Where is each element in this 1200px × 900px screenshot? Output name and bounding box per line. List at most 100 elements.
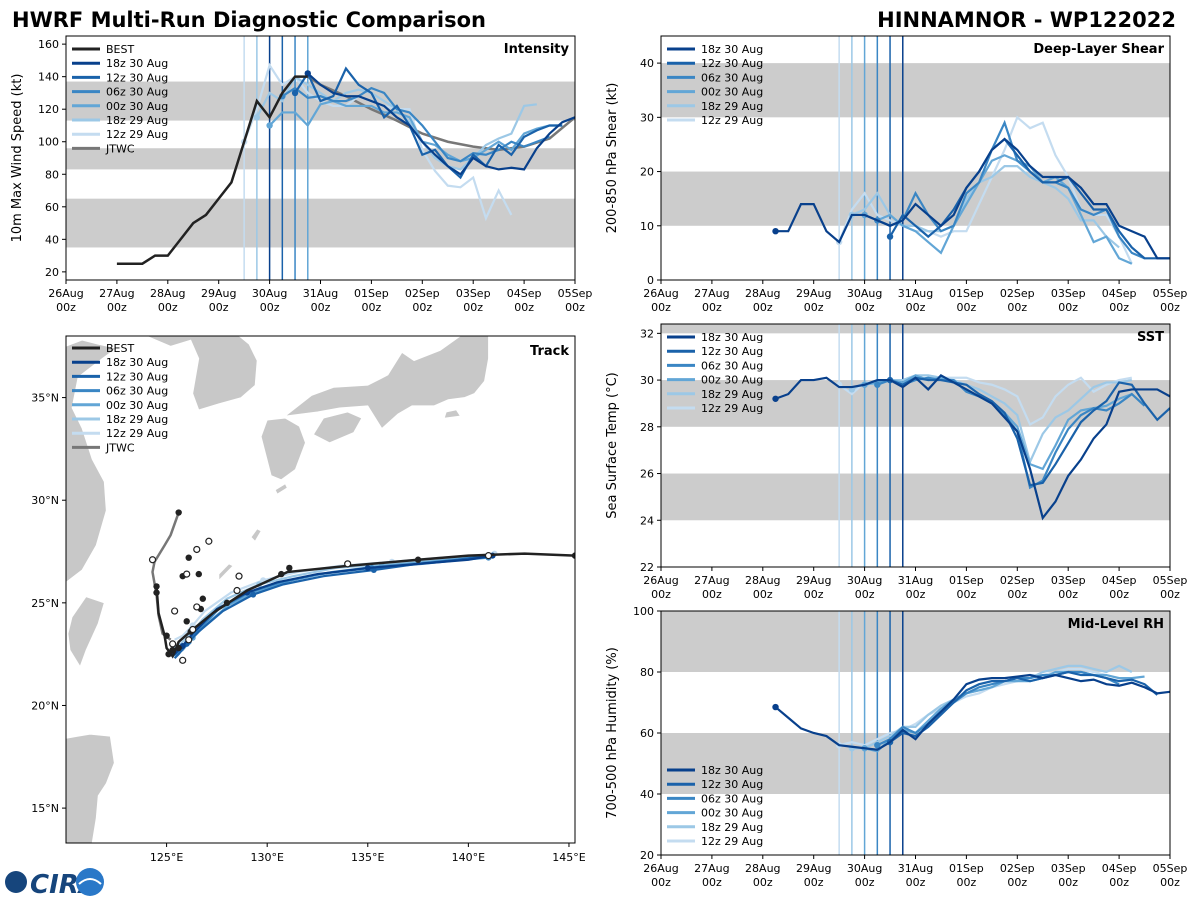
intensity-xtick-hour-3: 00z — [209, 301, 229, 314]
intensity-xtick-hour-2: 00z — [158, 301, 178, 314]
sst-xtick-label-10: 05Sep — [1153, 574, 1188, 587]
sst-xtick-label-8: 03Sep — [1051, 574, 1086, 587]
track-legend-run-1-label: 12z 30 Aug — [106, 370, 168, 383]
intensity-xtick-hour-9: 00z — [514, 301, 534, 314]
shear-xtick-hour-8: 00z — [1058, 301, 1078, 314]
intensity-xtick-hour-1: 00z — [107, 301, 127, 314]
track-marker-open-11 — [344, 560, 352, 568]
track-marker-filled-9 — [163, 632, 170, 639]
legend-run-3-label: 00z 30 Aug — [106, 100, 168, 113]
sst-xtick-hour-3: 00z — [804, 588, 824, 601]
shear-xtick-label-2: 28Aug — [745, 287, 780, 300]
track-legend-jtwc-label: JTWC — [105, 441, 135, 454]
sst-band-0 — [661, 473, 1170, 521]
map-shikoku — [312, 411, 363, 444]
rh-band-1 — [661, 611, 1170, 672]
intensity-ytick-label-0: 20 — [45, 266, 59, 279]
legend-run-2-label: 06z 30 Aug — [106, 86, 168, 99]
rh-xtick-label-6: 01Sep — [949, 862, 984, 875]
track-marker-filled-6 — [223, 599, 231, 607]
sst-xtick-hour-6: 00z — [957, 588, 977, 601]
rh-xtick-label-3: 29Aug — [796, 862, 831, 875]
cira-logo: CIRA — [5, 868, 104, 900]
intensity-xtick-label-5: 31Aug — [303, 287, 338, 300]
shear-xtick-hour-4: 00z — [855, 301, 875, 314]
sst-xtick-hour-10: 00z — [1160, 588, 1180, 601]
legend-run-4-label: 18z 29 Aug — [106, 114, 168, 127]
track-frame — [65, 335, 576, 844]
rh-xtick-hour-3: 00z — [804, 876, 824, 889]
track-xtick-label-4: 145°E — [552, 851, 585, 864]
map-korea — [146, 336, 258, 411]
rh-xtick-hour-2: 00z — [753, 876, 773, 889]
sst-xtick-label-4: 30Aug — [847, 574, 882, 587]
intensity-xtick-hour-7: 00z — [412, 301, 432, 314]
intensity-xtick-hour-5: 00z — [311, 301, 331, 314]
intensity-series-0 — [307, 72, 575, 176]
rh-title: Mid-Level RH — [1068, 617, 1164, 632]
sst-xtick-hour-5: 00z — [906, 588, 926, 601]
sst-series-0-start — [772, 395, 779, 402]
rh-ytick-label-2: 60 — [640, 727, 654, 740]
shear-series-1 — [889, 137, 1170, 260]
intensity-ytick-label-1: 40 — [45, 233, 59, 246]
rh-xtick-label-1: 27Aug — [694, 862, 729, 875]
legend-run-2-label: 06z 30 Aug — [701, 71, 763, 84]
track-legend-run-2-label: 06z 30 Aug — [106, 385, 168, 398]
legend-run-3-label: 00z 30 Aug — [701, 86, 763, 99]
legend-best-label: BEST — [106, 43, 134, 56]
intensity-panel: 26Aug00z27Aug00z28Aug00z29Aug00z30Aug00z… — [10, 35, 593, 314]
track-best-line — [155, 552, 575, 659]
track-marker-filled-4 — [153, 583, 160, 590]
intensity-ytick-label-2: 60 — [45, 201, 59, 214]
rh-xtick-hour-1: 00z — [702, 876, 722, 889]
rh-xtick-label-0: 26Aug — [643, 862, 678, 875]
track-marker-open-8 — [185, 636, 193, 644]
track-series-1-point-5 — [250, 591, 257, 598]
rh-xtick-label-7: 02Sep — [1000, 862, 1035, 875]
track-marker-open-2 — [205, 537, 213, 545]
track-marker-open-7 — [189, 625, 197, 634]
shear-plot-area — [661, 36, 1170, 280]
intensity-xtick-label-10: 05Sep — [558, 287, 593, 300]
shear-ylabel: 200-850 hPa Shear (kt) — [605, 83, 620, 234]
sst-xtick-hour-9: 00z — [1109, 588, 1129, 601]
legend-run-5-label: 12z 29 Aug — [701, 114, 763, 127]
rh-xtick-label-5: 31Aug — [898, 862, 933, 875]
sst-band-2 — [661, 324, 1170, 334]
sst-xtick-label-0: 26Aug — [643, 574, 678, 587]
intensity-xtick-hour-10: 00z — [565, 301, 585, 314]
rh-series-0 — [774, 673, 1170, 751]
shear-xtick-label-8: 03Sep — [1051, 287, 1086, 300]
track-xtick-label-2: 135°E — [351, 851, 384, 864]
track-series-4 — [172, 554, 493, 649]
legend-run-5-label: 12z 29 Aug — [701, 402, 763, 415]
intensity-ytick-label-6: 140 — [38, 71, 59, 84]
shear-xtick-hour-7: 00z — [1007, 301, 1027, 314]
map-amami — [250, 528, 262, 542]
track-marker-filled-5 — [199, 595, 207, 602]
legend-run-3-label: 00z 30 Aug — [701, 374, 763, 387]
intensity-series-3-start — [266, 122, 273, 129]
legend-run-2-label: 06z 30 Aug — [701, 359, 763, 372]
legend-run-5-label: 12z 29 Aug — [106, 128, 168, 141]
track-marker-open-10 — [169, 640, 177, 648]
track-marker-filled-18 — [175, 644, 182, 652]
track-marker-filled-14 — [286, 564, 293, 572]
cira-seal-wave — [78, 878, 102, 885]
shear-xtick-hour-3: 00z — [804, 301, 824, 314]
shear-ytick-label-0: 0 — [647, 274, 654, 287]
sst-ytick-label-5: 32 — [640, 327, 654, 340]
shear-xtick-hour-2: 00z — [753, 301, 773, 314]
rh-series-2 — [876, 670, 1120, 747]
intensity-xtick-hour-0: 00z — [56, 301, 76, 314]
track-xtick-label-0: 125°E — [150, 851, 183, 864]
shear-xtick-label-4: 30Aug — [847, 287, 882, 300]
track-ytick-label-1: 20°N — [31, 699, 59, 712]
intensity-series-4-start — [253, 114, 261, 121]
shear-ytick-label-1: 10 — [640, 220, 654, 233]
sst-ytick-label-4: 30 — [640, 374, 654, 387]
legend-run-0-label: 18z 30 Aug — [106, 57, 168, 70]
track-marker-open-12 — [484, 552, 493, 560]
rh-xtick-hour-5: 00z — [906, 876, 926, 889]
